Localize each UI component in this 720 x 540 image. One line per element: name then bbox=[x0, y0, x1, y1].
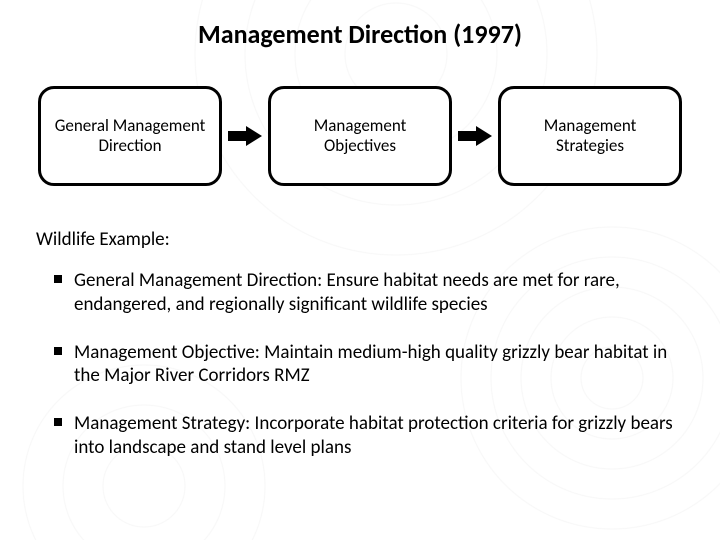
flow-box-objectives: Management Objectives bbox=[268, 86, 452, 186]
flow-box-general-direction: General Management Direction bbox=[38, 86, 222, 186]
list-item: Management Objective: Maintain medium-hi… bbox=[54, 341, 684, 389]
slide-title: Management Direction (1997) bbox=[36, 18, 684, 50]
slide: Management Direction (1997) General Mana… bbox=[0, 0, 720, 540]
arrow-icon bbox=[228, 126, 262, 146]
flow-box-label: General Management Direction bbox=[51, 116, 209, 155]
flow-box-label: Management Objectives bbox=[281, 116, 439, 155]
flow-box-label: Management Strategies bbox=[511, 116, 669, 155]
flow-row: General Management Direction Management … bbox=[36, 86, 684, 186]
example-subhead: Wildlife Example: bbox=[36, 228, 684, 251]
bullet-list: General Management Direction: Ensure hab… bbox=[36, 269, 684, 460]
list-item: General Management Direction: Ensure hab… bbox=[54, 269, 684, 317]
arrow-icon bbox=[458, 126, 492, 146]
flow-box-strategies: Management Strategies bbox=[498, 86, 682, 186]
list-item: Management Strategy: Incorporate habitat… bbox=[54, 412, 684, 460]
